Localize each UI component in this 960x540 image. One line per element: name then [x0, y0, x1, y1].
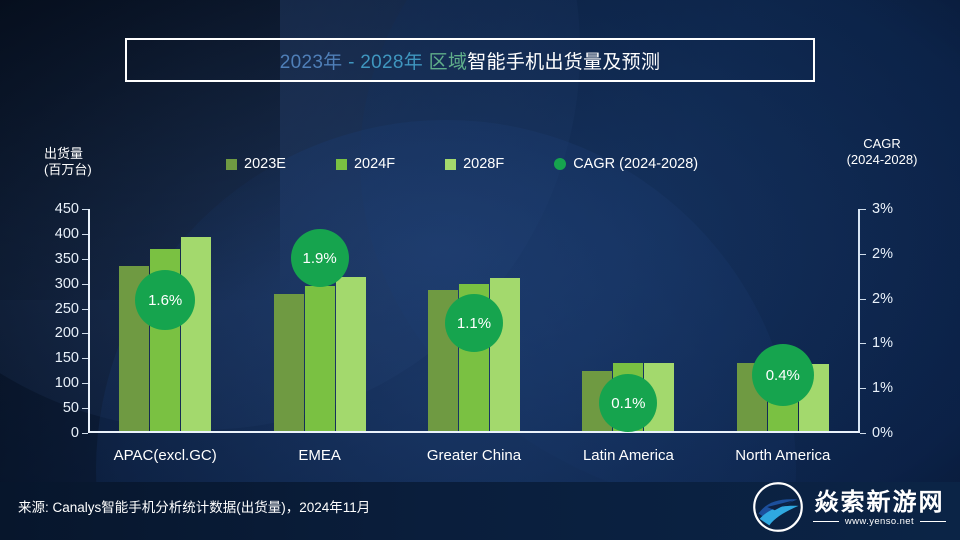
- y-axis-line: [88, 209, 90, 433]
- x-axis-line: [88, 431, 860, 433]
- secondary-y-axis-tick-label: 2%: [872, 245, 893, 262]
- bar[interactable]: [490, 278, 520, 431]
- bar[interactable]: [181, 236, 212, 431]
- legend-swatch-icon: [226, 158, 237, 170]
- secondary-y-axis-tick-mark: [860, 253, 866, 255]
- bar-group: [119, 236, 212, 431]
- secondary-y-axis-tick-label: 0%: [872, 425, 893, 441]
- y-axis-tick-mark: [82, 408, 88, 410]
- bar[interactable]: [273, 294, 304, 431]
- y-axis-tick-mark: [82, 233, 88, 235]
- legend-item-label: 2024F: [353, 156, 396, 172]
- x-axis-category-label: Latin America: [582, 447, 674, 464]
- chart-title-segment-start-year: 2023年: [279, 51, 343, 73]
- cagr-bubble[interactable]: 1.1%: [445, 294, 503, 352]
- watermark-url: www.yenso.net: [844, 515, 914, 527]
- secondary-y-axis-tick-mark: [860, 209, 866, 210]
- y-axis-title: 出货量 (百万台): [44, 146, 92, 178]
- y-axis-tick-label: 350: [54, 250, 79, 267]
- y-axis-tick-mark: [82, 358, 88, 360]
- watermark: 焱索新游网 www.yenso.net: [751, 480, 946, 534]
- x-axis-category-label: Greater China: [426, 447, 522, 464]
- legend-item[interactable]: 2023E: [226, 156, 286, 172]
- cagr-bubble[interactable]: 0.1%: [599, 374, 658, 432]
- footer-band: [0, 482, 960, 540]
- cagr-bubble[interactable]: 0.4%: [751, 344, 814, 406]
- cagr-bubble[interactable]: 1.9%: [290, 229, 349, 287]
- y-axis-tick-mark: [82, 383, 88, 385]
- chart-title: 2023年 - 2028年 区域智能手机出货量及预测: [280, 47, 661, 74]
- x-axis-category-label: EMEA: [298, 447, 341, 464]
- watermark-logo-icon: [753, 482, 803, 532]
- bar[interactable]: [335, 276, 366, 431]
- watermark-rule-right: [920, 520, 946, 522]
- x-axis-category-label: APAC(excl.GC): [113, 447, 217, 464]
- watermark-site-name: 焱索新游网: [814, 487, 945, 516]
- secondary-y-axis-tick-label: 1%: [872, 335, 893, 352]
- y-axis-tick-mark: [82, 333, 88, 335]
- legend-item[interactable]: CAGR (2024-2028): [554, 156, 698, 172]
- secondary-y-axis-tick-label: 3%: [872, 201, 893, 217]
- y-axis-tick-mark: [82, 308, 88, 310]
- chart-legend: 2023E 2024F 2028F CAGR (2024-2028): [226, 156, 698, 172]
- chart-title-segment-region: 区域: [423, 51, 468, 73]
- y-axis-tick-label: 50: [62, 400, 79, 417]
- y-axis-tick-label: 200: [54, 325, 79, 342]
- cagr-bubble[interactable]: 1.6%: [135, 270, 196, 330]
- source-note: 来源: Canalys智能手机分析统计数据(出货量)，2024年11月: [18, 500, 371, 515]
- secondary-y-axis-tick-mark: [860, 388, 866, 390]
- secondary-y-axis-tick-mark: [860, 343, 866, 345]
- y-axis-tick-label: 0: [70, 425, 79, 441]
- y-axis-tick-label: 100: [54, 375, 79, 392]
- legend-item-label: 2023E: [244, 156, 286, 172]
- chart-title-segment-main: 智能手机出货量及预测: [467, 51, 661, 73]
- y-axis-tick-label: 250: [54, 300, 79, 317]
- y-axis-tick-label: 400: [54, 225, 79, 242]
- x-axis-category-label: North America: [735, 447, 831, 464]
- legend-item[interactable]: 2028F: [445, 156, 504, 172]
- bar-group: [273, 276, 366, 431]
- cagr-axis-title-line1: CAGR: [863, 136, 901, 151]
- secondary-y-axis-tick-mark: [860, 298, 866, 300]
- watermark-text-block: 焱索新游网 www.yenso.net: [812, 487, 946, 527]
- y-axis-tick-mark: [82, 209, 88, 210]
- y-axis-tick-mark: [82, 258, 88, 260]
- legend-item-label: CAGR (2024-2028): [573, 156, 699, 172]
- y-axis-tick-mark: [82, 433, 88, 434]
- secondary-y-axis-tick-mark: [860, 433, 866, 434]
- legend-item[interactable]: 2024F: [335, 156, 396, 172]
- y-axis-title-line1: 出货量: [44, 146, 84, 161]
- secondary-y-axis-line: [858, 209, 860, 433]
- cagr-axis-title: CAGR (2024-2028): [812, 136, 952, 168]
- plot-area: 0 50 100 150 200 250 300 350 400 450 0% 1% 1% 2% 2% 3% 1…: [55, 201, 893, 464]
- y-axis-tick-label: 300: [54, 275, 79, 292]
- y-axis-tick-mark: [82, 283, 88, 285]
- bar[interactable]: [304, 285, 335, 431]
- y-axis-title-line2: (百万台): [44, 162, 92, 177]
- cagr-axis-title-line2: (2024-2028): [846, 152, 918, 167]
- legend-dot-icon: [554, 158, 567, 170]
- secondary-y-axis-tick-label: 1%: [872, 380, 893, 397]
- legend-swatch-icon: [335, 158, 347, 170]
- legend-swatch-icon: [445, 158, 457, 170]
- chart-title-box: 2023年 - 2028年 区域智能手机出货量及预测: [125, 38, 815, 82]
- legend-item-label: 2028F: [463, 156, 505, 172]
- chart-title-segment-end-year: - 2028年: [342, 51, 424, 73]
- y-axis-tick-label: 450: [54, 201, 79, 217]
- watermark-rule-left: [812, 520, 839, 522]
- secondary-y-axis-tick-label: 2%: [872, 290, 893, 307]
- watermark-url-row: www.yenso.net: [812, 515, 946, 527]
- background-wedge: [0, 0, 280, 300]
- y-axis-tick-label: 150: [54, 350, 79, 367]
